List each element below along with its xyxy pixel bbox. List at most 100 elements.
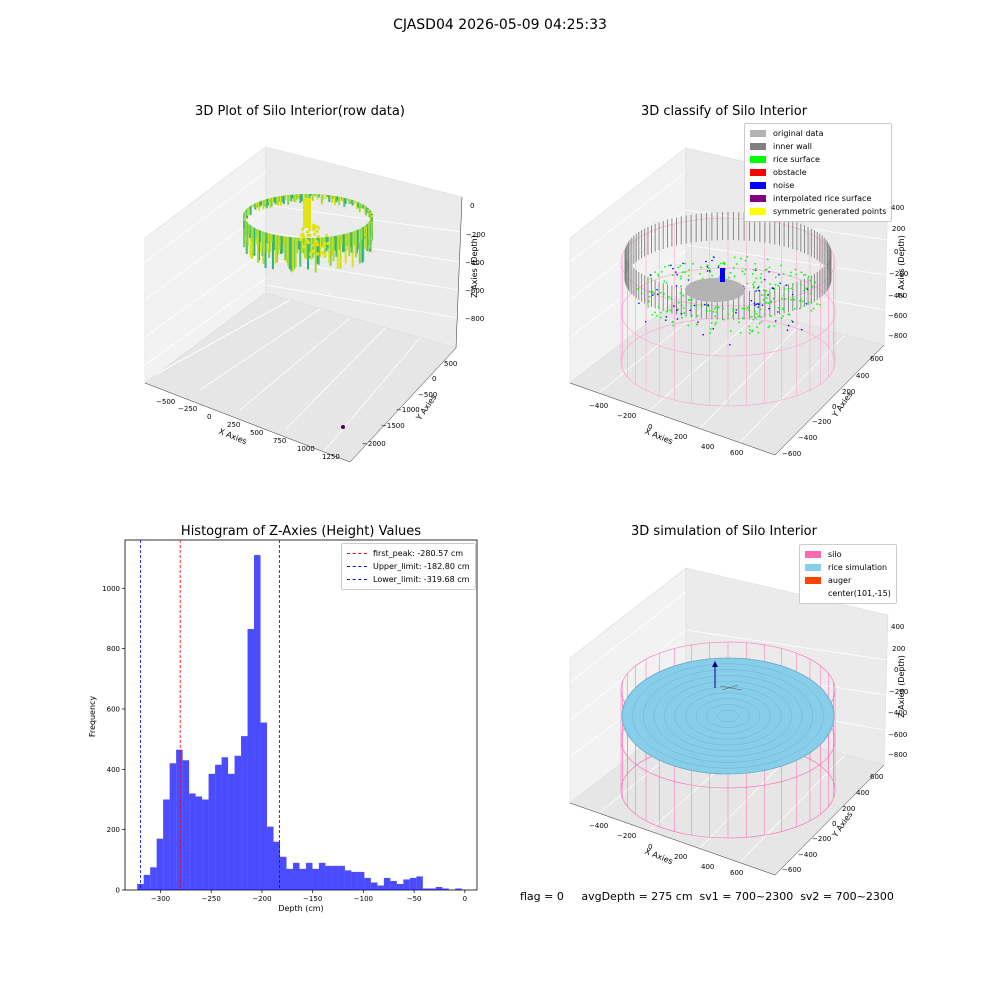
rice-surface-point <box>749 329 751 331</box>
histogram-bar <box>370 882 378 890</box>
histogram-bar <box>163 799 170 890</box>
histogram-bar <box>182 760 190 890</box>
rice-surface-point <box>713 278 716 281</box>
rice-mesh-ring <box>696 698 761 734</box>
noise-point <box>733 282 736 285</box>
point-cloud-dot <box>313 226 317 230</box>
legend-swatch <box>750 130 766 137</box>
z-tick-label: −400 <box>465 259 485 267</box>
noise-point <box>693 304 696 307</box>
y-tick-label: −400 <box>798 851 818 859</box>
legend-label: Lower_limit: -319.68 cm <box>373 575 470 584</box>
noise-point <box>753 304 756 307</box>
rice-surface-point <box>773 325 776 327</box>
histogram-bar <box>137 883 144 890</box>
x-tick-label: −200 <box>252 895 271 903</box>
legend-entry: obstacle <box>750 166 886 179</box>
noise-point <box>706 265 709 268</box>
z-tick-label: −600 <box>888 312 908 320</box>
rice-surface-point <box>774 276 777 279</box>
rice-surface-point <box>767 294 769 297</box>
point-cloud-dot <box>314 224 318 229</box>
rice-surface-point <box>708 281 711 283</box>
rice-surface-point <box>809 279 812 282</box>
noise-point <box>713 256 715 259</box>
noise-point <box>729 343 731 346</box>
histogram-bar <box>390 880 397 890</box>
x-tick-label: 0 <box>207 413 212 421</box>
rice-surface-point <box>728 276 730 279</box>
rice-surface-point <box>732 308 734 310</box>
rice-surface-point <box>733 256 736 259</box>
rice-surface-point <box>793 307 796 310</box>
noise-point <box>755 303 758 306</box>
noise-point <box>696 293 698 295</box>
point-cloud-dot <box>312 223 316 227</box>
legend-swatch <box>750 195 766 202</box>
rice-surface-point <box>752 318 755 321</box>
histogram-bar <box>299 868 306 890</box>
noise-point <box>755 290 757 292</box>
y-tick-label: 800 <box>107 645 120 653</box>
rice-surface-point <box>751 329 754 332</box>
noise-point <box>763 278 766 281</box>
y-tick-label: −1500 <box>381 422 405 430</box>
rice-surface-point <box>690 304 693 307</box>
z-tick-label: −400 <box>888 292 908 300</box>
histogram-bar <box>364 877 371 890</box>
y-tick-label: −1000 <box>396 406 420 414</box>
noise-point <box>743 287 746 290</box>
noise-point <box>676 318 679 320</box>
rice-surface-point <box>741 307 744 310</box>
point-cloud-dot <box>305 239 309 243</box>
rice-surface-point <box>714 323 717 326</box>
silo-ring <box>620 217 836 307</box>
x-tick-label: −250 <box>202 895 221 903</box>
silo-ring <box>620 741 836 839</box>
rice-surface-point <box>768 266 771 269</box>
noise-point <box>644 320 647 323</box>
noise-point <box>787 324 790 327</box>
y-tick-label: 0 <box>116 887 120 895</box>
rice-surface-point <box>777 306 780 309</box>
rice-surface-point <box>712 310 715 313</box>
legend-label: Upper_limit: -182.80 cm <box>373 562 470 571</box>
noise-point <box>705 260 707 263</box>
rice-surface-point <box>721 274 724 276</box>
rice-surface-point <box>722 307 725 310</box>
rice-surface-point <box>660 311 662 314</box>
rice-surface-point <box>790 319 793 322</box>
noise-point <box>687 279 690 281</box>
histogram-bar <box>396 883 404 890</box>
x-tick-label: 200 <box>674 853 688 861</box>
point-cloud-dot <box>323 245 327 249</box>
silo-ring <box>620 691 836 789</box>
rice-surface-point <box>787 288 790 290</box>
rice-surface-point <box>707 303 710 306</box>
z-tick-label: 200 <box>892 645 906 653</box>
rice-mesh-ring <box>653 675 803 757</box>
rice-surface-point <box>679 292 682 295</box>
z-tick-label: −200 <box>889 688 909 696</box>
rice-surface-point <box>732 310 735 313</box>
legend-swatch <box>805 577 821 584</box>
rice-surface-point <box>763 294 766 297</box>
histogram-bar <box>241 736 248 890</box>
plot4-legend: silo rice simulation auger center(101,-15) <box>799 544 897 604</box>
point-cloud-dot <box>305 230 310 234</box>
point-cloud-dot <box>315 243 320 247</box>
noise-point <box>707 304 709 306</box>
noise-point <box>706 270 709 272</box>
rice-surface-point <box>798 307 801 310</box>
y-tick-label: −600 <box>782 866 802 874</box>
noise-point <box>697 321 699 323</box>
rice-surface-point <box>770 300 773 303</box>
y-tick-label: 0 <box>432 375 437 383</box>
rice-surface-point <box>752 285 755 288</box>
rice-surface-point <box>791 296 794 298</box>
histogram-bar <box>176 749 183 890</box>
x-tick-label: −200 <box>617 412 637 420</box>
rice-surface-point <box>758 301 761 304</box>
point-cloud-dot <box>325 233 329 237</box>
histogram-bar <box>254 555 261 890</box>
